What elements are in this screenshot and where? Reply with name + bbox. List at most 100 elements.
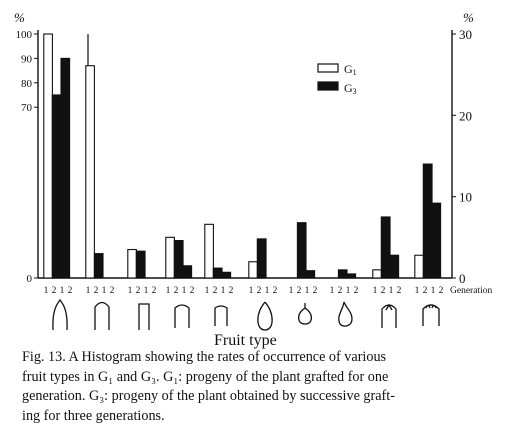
bar-type6-g1-gen1 xyxy=(248,261,258,279)
bar-type7-g3-gen1 xyxy=(296,222,307,279)
caption-line-1: Fig. 13. A Histogram showing the rates o… xyxy=(22,349,387,365)
gen-label-type8-0: 1 xyxy=(330,286,335,296)
gen-label-type10-3: 2 xyxy=(439,286,444,296)
bar-type4-g1-gen1 xyxy=(165,236,175,279)
gen-label-type1-3: 2 xyxy=(68,286,73,296)
bar-type1-g3-gen2 xyxy=(60,57,71,279)
gen-label-type4-1: 2 xyxy=(174,286,179,296)
left-tick-label-0: 0 xyxy=(27,273,33,285)
fruit-shape-icon-split-tip xyxy=(381,303,397,328)
bar-type1-g3-gen1 xyxy=(51,94,62,279)
bar-type5-g1-gen1 xyxy=(204,223,214,279)
fruit-shape-icon-knob-tall xyxy=(338,301,353,327)
bar-type10-g3-gen1 xyxy=(422,163,433,279)
bars xyxy=(43,33,442,279)
gen-label-type3-1: 2 xyxy=(136,286,141,296)
gen-label-type10-1: 2 xyxy=(423,286,428,296)
gen-label-type2-2: 1 xyxy=(102,286,107,296)
left-tick-label-1: 70 xyxy=(21,102,33,114)
legend-label-g1: G1 xyxy=(344,62,357,77)
gen-label-type10-2: 1 xyxy=(431,286,436,296)
bar-type2-g1-gen1 xyxy=(85,65,95,279)
gen-label-type2-3: 2 xyxy=(110,286,115,296)
bar-type6-g3-gen1 xyxy=(256,238,267,279)
gen-label-type4-0: 1 xyxy=(166,286,171,296)
gen-label-type8-3: 2 xyxy=(354,286,359,296)
legend: G1 G3 xyxy=(317,62,357,96)
x-axis-title: Fruit type xyxy=(214,332,277,349)
gen-label-type5-2: 1 xyxy=(221,286,226,296)
gen-label-type7-0: 1 xyxy=(289,286,294,296)
gen-label-type7-3: 2 xyxy=(313,286,318,296)
gen-label-type4-3: 2 xyxy=(190,286,195,296)
right-tick-label-3: 30 xyxy=(459,27,472,42)
gen-label-type3-2: 1 xyxy=(144,286,149,296)
bar-type3-g1-gen1 xyxy=(127,248,137,279)
gen-label-type5-3: 2 xyxy=(229,286,234,296)
caption-line-4: ing for three generations. xyxy=(22,407,165,424)
bar-type5-g3-gen2 xyxy=(221,271,232,279)
axes: 0 70 80 90 100 0 10 20 30 xyxy=(16,27,473,286)
gen-label-type6-3: 2 xyxy=(273,286,278,296)
gen-label-type6-0: 1 xyxy=(249,286,254,296)
bar-type10-g3-gen2 xyxy=(431,202,442,279)
right-tick-label-2: 20 xyxy=(459,108,472,123)
legend-swatch-g1 xyxy=(317,63,339,73)
bar-type5-g3-gen1 xyxy=(212,267,223,279)
bar-type9-g1-gen1 xyxy=(372,269,382,279)
caption-line-3: generation. G₃: progeny of the plant obt… xyxy=(22,388,395,404)
right-axis-unit: % xyxy=(463,10,474,25)
fruit-shape-icon-round-cap xyxy=(174,304,190,328)
gen-label-type5-1: 2 xyxy=(213,286,218,296)
bar-type2-g3-gen1 xyxy=(93,253,104,279)
gen-label-type10-0: 1 xyxy=(415,286,420,296)
fruit-shape-icon-flask xyxy=(257,301,273,331)
bar-type7-g3-gen2 xyxy=(305,270,316,279)
fruit-shape-icon-narrow-long xyxy=(138,303,150,330)
bar-type4-g3-gen1 xyxy=(173,240,184,279)
gen-label-type2-1: 2 xyxy=(94,286,99,296)
gen-label-type1-2: 1 xyxy=(60,286,65,296)
gen-label-type2-0: 1 xyxy=(86,286,91,296)
bar-type1-g1-gen1 xyxy=(43,33,53,279)
right-tick-label-1: 10 xyxy=(459,190,472,205)
gen-label-type9-3: 2 xyxy=(397,286,402,296)
gen-label-type5-0: 1 xyxy=(205,286,210,296)
bar-type3-g3-gen1 xyxy=(135,250,146,279)
fruit-shape-icon-pointed-long xyxy=(52,298,68,331)
gen-label-type9-1: 2 xyxy=(381,286,386,296)
bar-type8-g3-gen1 xyxy=(337,269,348,279)
fruit-shape-icon-short-round xyxy=(214,305,228,326)
caption-line-2: fruit types in G₁ and G₃. G₁: progeny of… xyxy=(22,368,389,385)
bar-type10-g1-gen1 xyxy=(414,254,424,279)
figure-caption: Fig. 13. A Histogram showing the rates o… xyxy=(22,348,512,426)
gen-label-type1-0: 1 xyxy=(44,286,49,296)
bar-type9-g3-gen1 xyxy=(380,216,391,279)
left-tick-label-3: 90 xyxy=(21,53,33,65)
gen-label-type6-1: 2 xyxy=(257,286,262,296)
gen-label-type7-2: 1 xyxy=(305,286,310,296)
fruit-shape-icon-multi-tip xyxy=(422,304,440,326)
gen-label-type9-2: 1 xyxy=(389,286,394,296)
gen-label-type3-3: 2 xyxy=(152,286,157,296)
gen-label-type1-1: 2 xyxy=(52,286,57,296)
left-tick-label-4: 100 xyxy=(16,29,33,41)
gen-label-type8-2: 1 xyxy=(346,286,351,296)
left-tick-label-2: 80 xyxy=(21,78,33,90)
gen-label-type8-1: 2 xyxy=(338,286,343,296)
gen-label-type3-0: 1 xyxy=(128,286,133,296)
left-axis-unit: % xyxy=(14,10,25,25)
gen-label-type6-2: 1 xyxy=(265,286,270,296)
gen-label-type7-1: 2 xyxy=(297,286,302,296)
legend-swatch-g3 xyxy=(317,81,339,91)
bar-type8-g3-gen2 xyxy=(346,273,357,279)
fruit-shape-icon-round-long xyxy=(94,301,110,330)
bar-type4-g3-gen2 xyxy=(182,265,193,279)
fruit-shape-icon-knob-small xyxy=(297,303,313,325)
gen-label-type9-0: 1 xyxy=(373,286,378,296)
bar-type9-g3-gen2 xyxy=(389,254,400,279)
fruit-shape-icons xyxy=(52,298,440,331)
legend-label-g3: G3 xyxy=(344,81,357,96)
